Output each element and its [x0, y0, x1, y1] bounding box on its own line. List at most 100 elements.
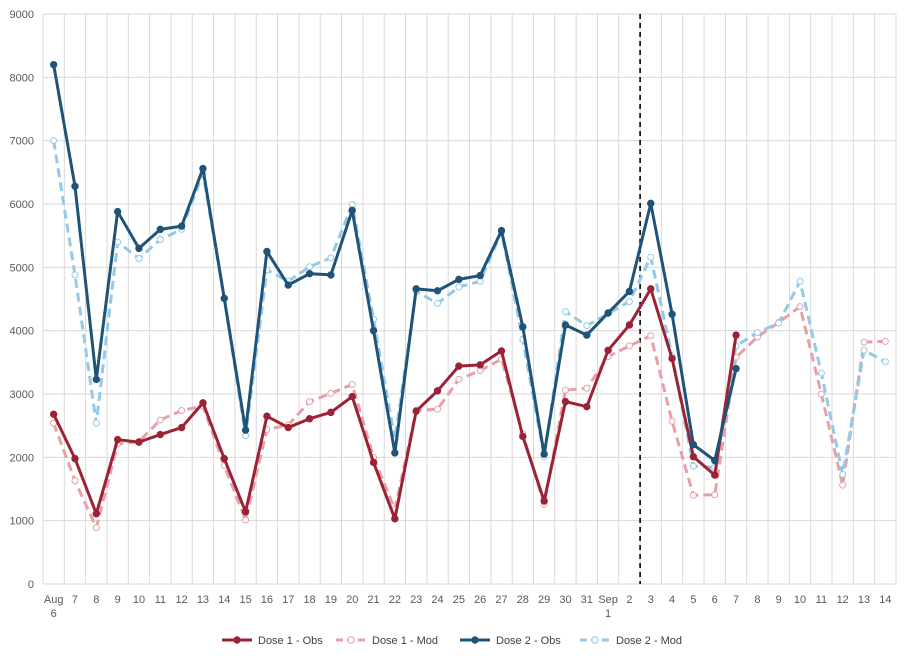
data-point	[433, 387, 442, 395]
data-point	[647, 332, 655, 340]
x-tick-label: 6	[51, 608, 57, 620]
y-tick-label: 5000	[10, 262, 34, 274]
data-point	[881, 358, 889, 366]
data-point	[519, 323, 527, 331]
x-tick-label: 13	[858, 594, 870, 606]
data-point	[775, 319, 783, 327]
x-tick-label: 22	[389, 594, 401, 606]
data-point	[113, 207, 122, 216]
series-dose-2-obs	[49, 60, 740, 465]
data-point	[604, 346, 612, 354]
data-point	[241, 426, 250, 434]
data-point	[412, 285, 420, 293]
series-dose-1-obs	[49, 285, 740, 523]
data-point	[92, 419, 100, 427]
data-point	[434, 299, 442, 307]
data-point	[839, 470, 847, 478]
data-point	[860, 346, 868, 354]
x-tick-label: 2	[626, 594, 632, 606]
data-point	[220, 294, 228, 303]
x-tick-label: Sep	[598, 594, 618, 606]
data-point	[561, 386, 569, 394]
data-point	[455, 283, 463, 291]
data-point	[519, 432, 527, 441]
legend-swatch-marker	[471, 636, 479, 644]
x-tick-label: 10	[794, 594, 806, 606]
data-point	[156, 225, 164, 234]
data-point	[668, 310, 676, 318]
data-point	[156, 416, 164, 424]
y-tick-label: 1000	[10, 516, 34, 528]
y-tick-label: 0	[28, 579, 34, 591]
data-point	[71, 271, 79, 279]
data-point	[92, 510, 101, 518]
data-point	[306, 263, 314, 271]
x-tick-label: 28	[517, 594, 529, 606]
data-point	[647, 199, 655, 208]
data-point	[113, 435, 122, 444]
x-tick-label: 1	[605, 608, 611, 620]
data-point	[583, 384, 591, 392]
data-point	[455, 362, 463, 370]
data-point	[625, 342, 633, 350]
legend-label: Dose 1 - Mod	[372, 635, 438, 647]
data-point	[668, 354, 676, 363]
data-point	[753, 329, 761, 337]
data-point	[92, 375, 101, 384]
legend-item: Dose 2 - Mod	[580, 635, 682, 647]
data-point	[391, 449, 399, 457]
x-tick-label: 23	[410, 594, 422, 606]
x-tick-label: 24	[431, 594, 443, 606]
legend-item: Dose 2 - Obs	[460, 635, 561, 647]
legend-item: Dose 1 - Obs	[222, 635, 323, 647]
data-point	[668, 417, 676, 425]
legend-swatch-marker	[233, 636, 241, 644]
data-point	[817, 390, 825, 398]
y-axis-ticks: 0 1000 2000 3000 4000 5000 6000 7000 8000 9000	[10, 9, 34, 591]
legend-swatch-marker	[347, 636, 355, 644]
data-point	[689, 453, 698, 461]
data-point	[860, 338, 868, 346]
data-point	[732, 331, 740, 339]
y-tick-label: 7000	[10, 136, 34, 148]
data-point	[583, 331, 591, 339]
data-point	[199, 399, 207, 407]
data-point	[284, 423, 292, 432]
data-point	[177, 222, 186, 230]
data-point	[647, 253, 655, 261]
x-tick-label: 7	[733, 594, 739, 606]
data-point	[497, 226, 506, 235]
data-point	[583, 322, 591, 330]
data-point	[327, 408, 335, 417]
y-tick-label: 2000	[10, 452, 34, 464]
data-point	[625, 321, 634, 329]
data-point	[796, 303, 804, 311]
x-tick-label: 26	[474, 594, 486, 606]
data-point	[711, 456, 719, 465]
x-tick-label: 17	[282, 594, 294, 606]
data-point	[305, 415, 314, 423]
x-tick-label: 15	[239, 594, 251, 606]
data-point	[177, 423, 186, 432]
x-tick-label: 11	[816, 594, 827, 606]
data-point	[433, 287, 442, 295]
data-point	[583, 402, 591, 411]
data-point	[348, 392, 356, 401]
x-tick-label: Aug	[44, 594, 64, 606]
series-group	[49, 60, 889, 532]
x-tick-label: 12	[837, 594, 849, 606]
x-tick-label: 8	[754, 594, 760, 606]
y-tick-label: 9000	[10, 9, 34, 21]
data-point	[156, 430, 164, 439]
x-tick-label: 21	[367, 594, 379, 606]
data-point	[71, 477, 79, 485]
gridlines	[42, 13, 897, 585]
x-tick-label: 18	[303, 594, 315, 606]
data-point	[561, 397, 570, 406]
data-point	[156, 235, 164, 243]
data-point	[561, 321, 570, 329]
x-tick-label: 4	[669, 594, 675, 606]
data-point	[306, 398, 314, 406]
data-point	[263, 247, 271, 256]
